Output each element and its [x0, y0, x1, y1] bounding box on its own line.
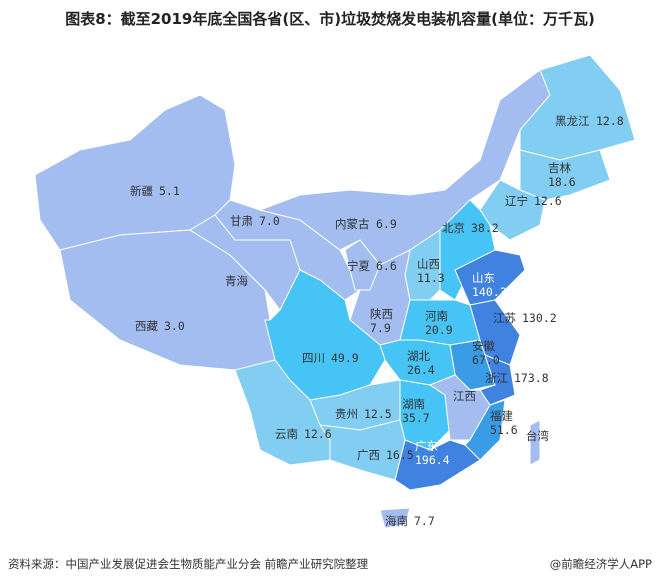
province-name-label: 浙江 [485, 371, 508, 385]
province-name-label: 山西 [417, 257, 440, 271]
province-value-label: 49.9 [331, 351, 359, 365]
province-value-label: 12.6 [304, 427, 332, 441]
province-value-label: 35.7 [402, 411, 430, 425]
province-name-label: 吉林 [548, 161, 571, 175]
province-name-label: 北京 [442, 221, 465, 235]
province-value-label: 20.9 [425, 323, 453, 337]
province-name-label: 新疆 [130, 184, 153, 198]
province-value-label: 3.0 [164, 319, 185, 333]
province-value-label: 51.6 [490, 423, 518, 437]
province-name-label: 四川 [302, 351, 325, 365]
province-value-label: 12.6 [534, 194, 562, 208]
province-value-label: 18.6 [548, 175, 576, 189]
province-value-label: 130.2 [522, 311, 557, 325]
province-shapes [34, 54, 636, 529]
province-name-label: 安徽 [472, 339, 495, 353]
province-hainan[interactable] [379, 507, 411, 529]
province-gansu[interactable] [214, 199, 361, 301]
province-name-label: 台湾 [526, 429, 549, 443]
province-name-label: 河南 [425, 309, 448, 323]
province-value-label: 6.9 [376, 217, 397, 231]
province-value-label: 38.2 [471, 221, 499, 235]
province-name-label: 西藏 [135, 319, 158, 333]
province-name-label: 辽宁 [505, 194, 528, 208]
province-value-label: 6.6 [376, 259, 397, 273]
province-name-label: 甘肃 [230, 214, 253, 228]
province-name-label: 湖南 [402, 397, 425, 411]
province-value-label: 12.8 [596, 114, 624, 128]
province-name-label: 内蒙古 [335, 217, 370, 231]
province-value-label: 196.4 [415, 453, 450, 467]
province-value-label: 7.9 [370, 321, 391, 335]
province-taiwan[interactable] [529, 419, 541, 466]
province-value-label: 140.3 [472, 285, 507, 299]
province-value-label: 16.5 [386, 448, 414, 462]
province-name-label: 宁夏 [347, 259, 370, 273]
province-value-label: 11.3 [417, 271, 445, 285]
province-name-label: 云南 [275, 427, 298, 441]
province-name-label: 广东 [415, 439, 438, 453]
province-value-label: 7.0 [259, 214, 280, 228]
province-name-label: 海南 [385, 514, 408, 528]
province-yunnan[interactable] [234, 359, 331, 466]
province-name-label: 青海 [225, 274, 248, 288]
province-name-label: 广西 [357, 448, 380, 462]
province-value-label: 7.7 [414, 514, 435, 528]
province-name-label: 山东 [472, 271, 495, 285]
province-value-label: 26.4 [407, 363, 435, 377]
source-note: 资料来源：中国产业发展促进会生物质能产业分会 前瞻产业研究院整理 [8, 557, 369, 571]
brand-credit: @前瞻经济学人APP [549, 557, 652, 571]
province-name-label: 江西 [453, 389, 476, 403]
province-name-label: 黑龙江 [555, 114, 590, 128]
province-guangdong[interactable] [394, 439, 481, 491]
province-value-label: 173.8 [514, 371, 549, 385]
province-value-label: 12.5 [364, 407, 392, 421]
province-name-label: 贵州 [335, 407, 358, 421]
chart-title: 图表8：截至2019年底全国各省(区、市)垃圾焚烧发电装机容量(单位：万千瓦) [65, 10, 595, 28]
province-value-label: 67.0 [472, 353, 500, 367]
province-value-label: 5.1 [159, 184, 180, 198]
province-name-label: 江苏 [493, 311, 516, 325]
province-name-label: 湖北 [407, 349, 430, 363]
province-name-label: 陕西 [370, 307, 393, 321]
province-name-label: 福建 [490, 409, 513, 423]
